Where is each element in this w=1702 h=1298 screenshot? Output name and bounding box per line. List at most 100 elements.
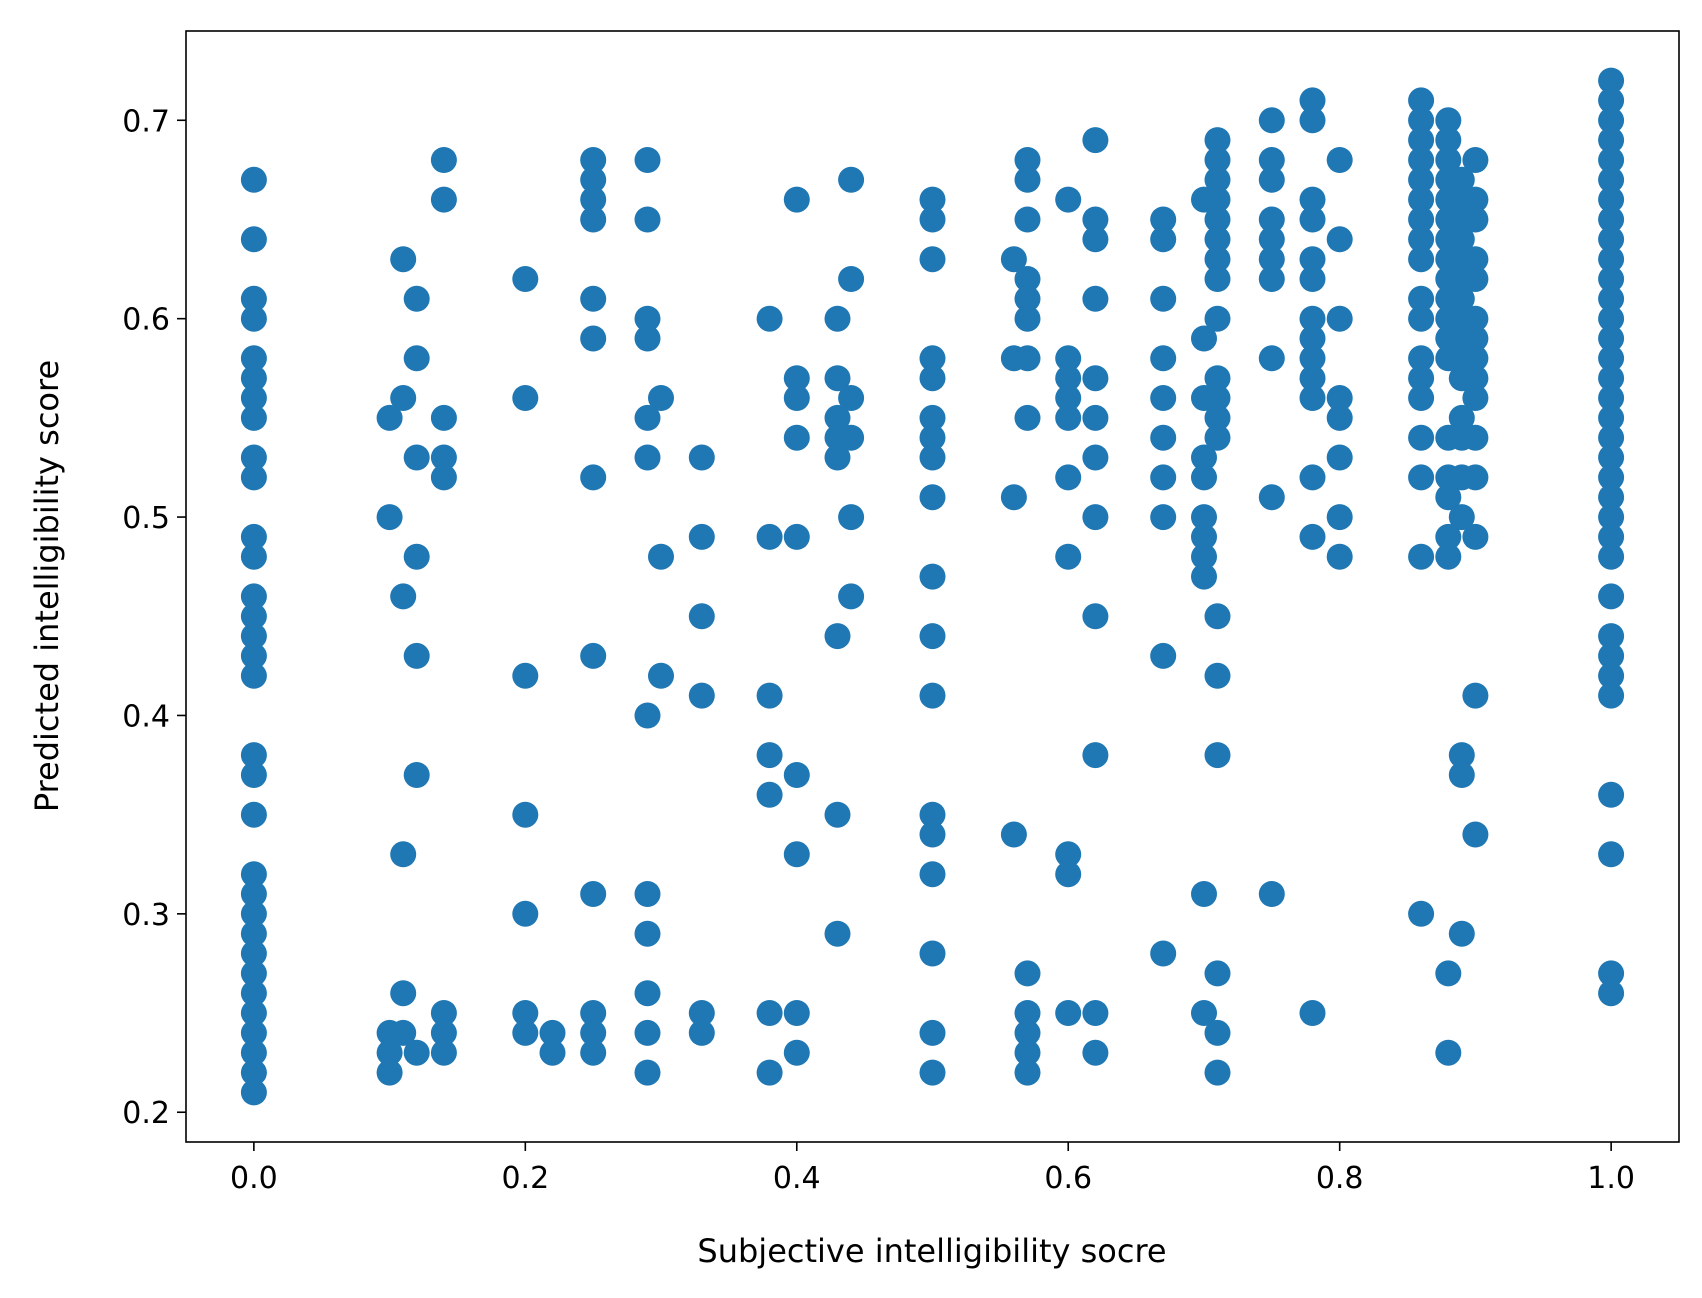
data-point (1204, 1019, 1231, 1046)
data-point (240, 1019, 267, 1046)
data-point (580, 206, 607, 233)
data-point (580, 285, 607, 312)
data-point (919, 682, 946, 709)
x-axis-label: Subjective intelligibility socre (697, 1232, 1166, 1270)
data-point (1191, 563, 1217, 590)
data-point (1204, 305, 1231, 332)
data-point (1408, 226, 1435, 253)
data-point (1299, 365, 1326, 392)
data-point (1448, 226, 1475, 253)
data-point (580, 147, 607, 173)
data-point (838, 504, 865, 531)
x-tick-label: 0.2 (501, 1161, 549, 1196)
y-axis: 0.2 0.3 0.4 0.5 0.6 0.7 (122, 104, 186, 1131)
data-point (376, 1039, 403, 1066)
data-point (634, 702, 661, 729)
data-point (1191, 523, 1217, 550)
data-point (1014, 206, 1041, 233)
data-point (824, 801, 851, 828)
data-point (240, 603, 267, 630)
data-point (838, 166, 865, 193)
data-point (1191, 504, 1217, 531)
data-point (1299, 186, 1326, 213)
data-point (1448, 404, 1475, 431)
data-point (1191, 464, 1217, 491)
data-point (1258, 107, 1285, 134)
data-point (1598, 365, 1625, 392)
data-point (1598, 127, 1625, 154)
data-point (1435, 960, 1462, 987)
data-point (1326, 504, 1353, 531)
data-point (1408, 166, 1435, 193)
data-point (390, 385, 417, 411)
points-layer (240, 67, 1625, 1106)
data-point (1598, 107, 1625, 134)
data-point (1408, 543, 1435, 570)
data-point (1598, 345, 1625, 372)
data-point (390, 583, 417, 610)
data-point (1204, 127, 1231, 154)
data-point (919, 1059, 946, 1086)
data-point (1435, 127, 1462, 154)
data-point (1598, 246, 1625, 273)
data-point (1435, 523, 1462, 550)
data-point (430, 404, 457, 431)
data-point (756, 781, 783, 808)
data-point (580, 1039, 607, 1066)
data-point (403, 444, 430, 471)
data-point (1204, 186, 1231, 213)
data-point (824, 623, 851, 650)
data-point (688, 682, 715, 709)
data-point (919, 424, 946, 451)
data-point (1000, 484, 1027, 511)
data-point (390, 980, 417, 1007)
data-point (1462, 266, 1489, 292)
y-tick-label: 0.2 (122, 1096, 170, 1131)
data-point (240, 762, 267, 788)
data-point (919, 444, 946, 471)
data-point (783, 385, 810, 411)
data-point (240, 642, 267, 669)
data-point (919, 484, 946, 511)
y-tick-label: 0.5 (122, 501, 170, 536)
data-point (1082, 444, 1109, 471)
data-point (1598, 484, 1625, 511)
data-point (1598, 960, 1625, 987)
data-point (634, 444, 661, 471)
data-point (512, 1019, 539, 1046)
y-tick-label: 0.7 (122, 104, 170, 139)
data-point (1258, 881, 1285, 907)
data-point (580, 464, 607, 491)
data-point (1204, 385, 1231, 411)
data-point (1598, 980, 1625, 1007)
data-point (1462, 246, 1489, 273)
data-point (1055, 385, 1082, 411)
data-point (240, 960, 267, 987)
data-point (240, 662, 267, 689)
data-point (1598, 87, 1625, 114)
data-point (634, 881, 661, 907)
data-point (1435, 147, 1462, 173)
data-point (376, 1059, 403, 1086)
data-point (1204, 960, 1231, 987)
data-point (512, 801, 539, 828)
data-point (403, 543, 430, 570)
plot-frame (185, 30, 1680, 1143)
data-point (1055, 1000, 1082, 1026)
data-point (783, 186, 810, 213)
data-point (430, 1019, 457, 1046)
data-point (1191, 543, 1217, 570)
data-point (783, 365, 810, 392)
data-point (688, 523, 715, 550)
data-point (1055, 186, 1082, 213)
data-point (1082, 365, 1109, 392)
data-point (1014, 1019, 1041, 1046)
data-point (756, 682, 783, 709)
data-point (783, 762, 810, 788)
data-point (919, 801, 946, 828)
data-point (1055, 464, 1082, 491)
data-point (240, 900, 267, 927)
data-point (1598, 583, 1625, 610)
x-tick-label: 0.8 (1316, 1161, 1364, 1196)
